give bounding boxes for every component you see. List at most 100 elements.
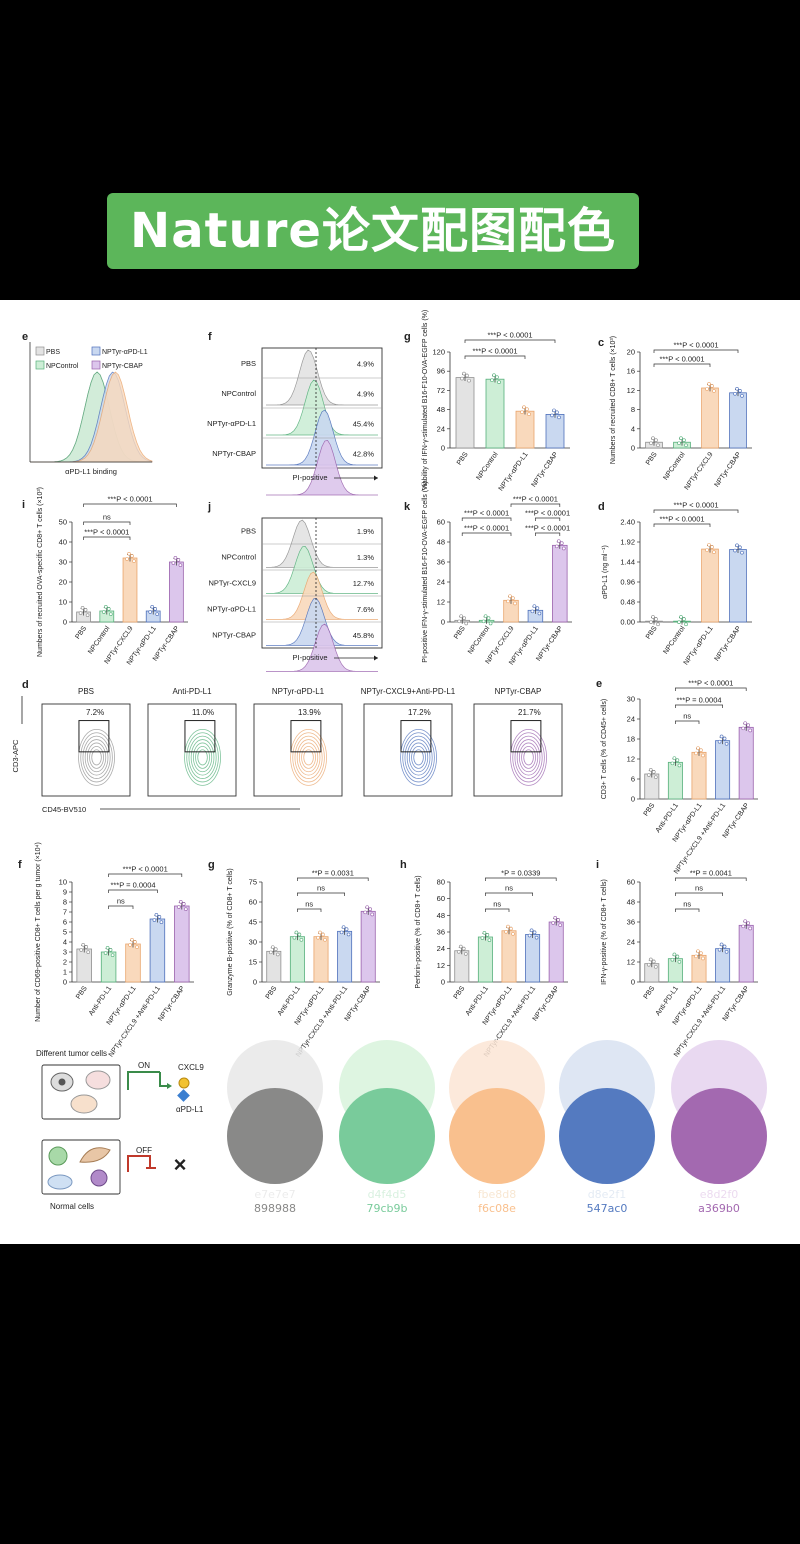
data-point [717, 947, 722, 952]
histogram-peak [265, 519, 378, 568]
row-percent: 45.4% [353, 420, 375, 429]
data-point [699, 951, 703, 956]
light-hex-label: fbe8d8 [477, 1188, 517, 1201]
x-axis-label: αPD-L1 binding [65, 467, 117, 476]
light-hex-label: e7e7e7 [254, 1188, 296, 1201]
data-point [740, 394, 744, 398]
legend-label: NPControl [46, 363, 79, 370]
bar [174, 905, 190, 983]
data-point [495, 375, 499, 379]
data-point [741, 924, 746, 929]
data-point [84, 945, 88, 949]
data-point [132, 559, 136, 563]
histogram-peak [266, 440, 378, 496]
x-tick-label: PBS [645, 451, 659, 467]
data-point [717, 739, 722, 744]
density-contour [86, 742, 107, 773]
y-axis-label: Number of CD69-positive CD8+ T cells per… [35, 842, 42, 1022]
y-tick-label: 60 [437, 894, 445, 903]
y-tick-label: 75 [249, 878, 257, 887]
histogram-peak [266, 349, 378, 406]
pdl1-icon [177, 1089, 190, 1102]
data-point [670, 761, 675, 766]
x-tick-label: NPControl [662, 625, 687, 656]
off-arrow [127, 1155, 151, 1172]
x-tick-label: NPTyr-CBAP [535, 625, 564, 663]
data-point [105, 945, 110, 950]
row-percent: 1.9% [357, 527, 374, 536]
y-tick-label: 60 [249, 898, 257, 907]
y-tick-label: 12 [437, 598, 445, 607]
gate-box [78, 720, 110, 753]
x-tick-label: PBS [74, 625, 88, 641]
row-percent: 1.3% [357, 553, 374, 562]
data-point [506, 924, 510, 929]
data-point [722, 944, 727, 949]
density-contour [78, 728, 115, 786]
y-tick-label: 0 [441, 444, 445, 453]
y-tick-label: 12 [437, 961, 445, 970]
panel-label: h [400, 859, 407, 871]
gate-percent: 21.7% [518, 708, 541, 717]
arrow-head [374, 655, 378, 661]
data-point [649, 441, 653, 446]
bar [477, 936, 493, 983]
data-point [459, 614, 464, 618]
row-label: NPTyr-CXCL9 [208, 579, 256, 588]
y-tick-label: 4 [631, 424, 635, 433]
normal-cell [90, 1169, 108, 1187]
density-contour [406, 739, 431, 776]
data-point [532, 930, 537, 935]
row-label: PBS [241, 527, 256, 536]
data-point [464, 621, 469, 626]
x-tick-label: NPControl [475, 451, 500, 482]
y-axis-label: Viability of IFN-γ-stimulated B16-F10-OV… [422, 310, 429, 491]
data-point [78, 611, 83, 615]
dark-hex-label: 547ac0 [586, 1202, 628, 1215]
sig-label: ns [117, 897, 125, 906]
data-point [318, 930, 322, 935]
palette-swatch: d4f4d5 79cb9b [339, 1040, 435, 1215]
data-point [370, 912, 375, 917]
data-point [110, 953, 115, 957]
y-tick-label: 48 [437, 538, 445, 547]
sig-label: ***P < 0.0001 [123, 865, 168, 874]
data-point [646, 962, 651, 967]
y-axis-label: αPD-L1 (ng ml⁻¹) [602, 545, 609, 599]
data-point [561, 546, 566, 551]
legend-swatch [35, 360, 45, 370]
row-percent: 4.9% [357, 360, 374, 369]
data-point [178, 563, 183, 567]
data-point [684, 622, 688, 627]
bar [701, 548, 719, 623]
y-tick-label: 12 [627, 958, 635, 967]
sig-bracket [108, 889, 158, 893]
x-tick-label: NPControl [662, 451, 687, 482]
data-point [719, 942, 724, 947]
y-tick-label: 0.96 [620, 578, 635, 587]
x-tick-label: PBS [643, 802, 657, 818]
palette-swatch: fbe8d8 f6c08e [449, 1040, 545, 1215]
row-percent: 42.8% [353, 450, 375, 459]
x-tick-label: NPControl [467, 625, 492, 656]
data-point [292, 935, 297, 940]
y-tick-label: 60 [627, 878, 635, 887]
data-point [746, 921, 751, 926]
normal-cell [48, 1146, 68, 1166]
gate-box [400, 720, 432, 753]
bar [701, 387, 719, 449]
data-point [363, 910, 368, 915]
y-tick-label: 1 [63, 968, 67, 977]
e-bar-chart: 0612182430PBSAnti-PD-L1NPTyr-αPD-L1NPTyr… [596, 678, 758, 875]
data-point [368, 907, 373, 912]
sig-label: **P = 0.0041 [690, 869, 732, 878]
data-point [530, 609, 535, 614]
row-label: NPControl [221, 389, 256, 398]
density-contour [195, 745, 210, 769]
row-label: NPTyr-CBAP [212, 449, 256, 458]
bar [149, 918, 166, 983]
bar [454, 950, 470, 983]
data-point [148, 610, 152, 614]
x-tick-label: Anti-PD-L1 [465, 985, 490, 1017]
